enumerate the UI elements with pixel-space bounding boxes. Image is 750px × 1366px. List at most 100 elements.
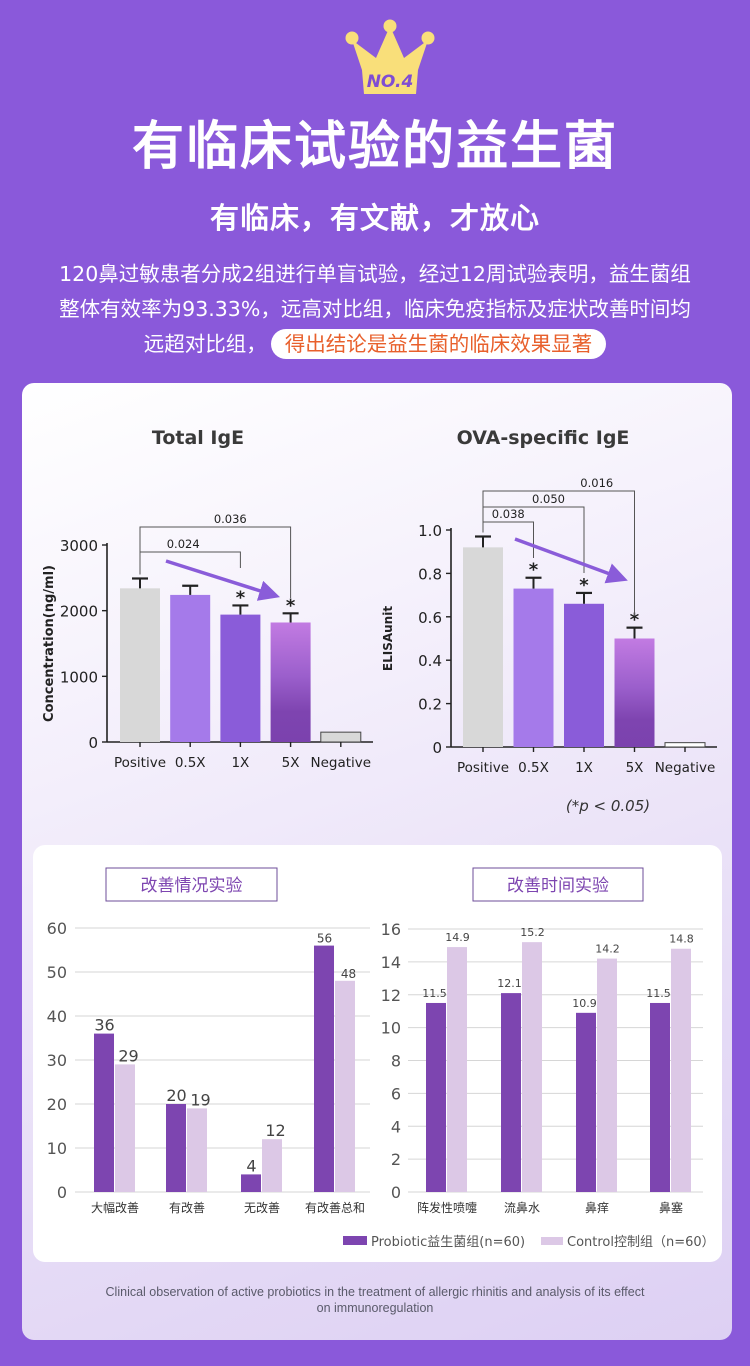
bar-probiotic (501, 993, 521, 1192)
bar-Negative (320, 731, 362, 743)
source-citation-line-1: Clinical observation of active probiotic… (105, 1285, 645, 1299)
y-tick-label: 10 (381, 1019, 401, 1038)
x-tick-label: 1X (575, 760, 593, 776)
chart-title-box (472, 867, 644, 902)
data-label: 14.9 (445, 931, 470, 944)
crown-badge-icon: NO.4 (345, 19, 435, 94)
page-title: 有临床试验的益生菌 (131, 117, 618, 177)
x-tick-label: 0.5X (518, 760, 549, 776)
chart-title: 改善时间实验 (507, 876, 609, 896)
bar-probiotic (241, 1174, 261, 1192)
crown-jewel-left (345, 31, 359, 45)
conclusion-highlight: 得出结论是益生菌的临床效果显著 (270, 329, 607, 359)
data-label: 12 (265, 1121, 285, 1140)
p-value-label: 0.024 (167, 537, 200, 551)
bar-probiotic (426, 1002, 446, 1192)
x-tick-label: Negative (311, 755, 372, 771)
x-tick-label: Negative (655, 760, 716, 776)
y-tick-label: 14 (381, 953, 401, 972)
bar-Positive (463, 547, 503, 747)
x-tick-label: 有改善总和 (305, 1200, 365, 1215)
y-tick-label: 0.2 (418, 696, 442, 714)
x-tick-label: 5X (282, 755, 300, 771)
bar-Negative (664, 742, 706, 748)
y-axis-label: Concentration(ng/ml) (42, 565, 57, 722)
x-tick-label: Positive (457, 760, 509, 776)
y-tick-label: 8 (391, 1052, 401, 1071)
significance-star-1X: * (579, 575, 589, 596)
bar-0.5X (170, 594, 211, 742)
page-subtitle: 有临床，有文献，才放心 (209, 201, 540, 235)
legend-swatch-probiotic (343, 1236, 367, 1245)
x-tick-label: Positive (114, 755, 166, 771)
bar-probiotic (166, 1104, 186, 1192)
trend-arrow-icon (165, 559, 281, 601)
y-tick-label: 0 (88, 734, 98, 752)
rank-badge-label: NO.4 (367, 72, 414, 92)
data-label: 11.5 (646, 987, 671, 1000)
ova-ige-chart: OVA-specific IgE ELISAunit 0 0.2 0.4 0.6 0.8 1.… (381, 427, 717, 815)
y-tick-label: 4 (391, 1117, 401, 1136)
bar-control (187, 1108, 207, 1192)
legend-label-probiotic: Probiotic益生菌组(n=60) (371, 1235, 525, 1250)
source-citation: Clinical observation of active probiotic… (60, 1284, 690, 1316)
data-label: 14.2 (595, 943, 620, 956)
intro-line-3: 远超对比组， 得出结论是益生菌的临床效果显著 (0, 327, 750, 361)
y-tick-label: 2 (391, 1150, 401, 1169)
y-axis-label: ELISAunit (381, 606, 395, 671)
chart-title: Total IgE (152, 427, 244, 449)
total-ige-chart: Total IgE Concentration(ng/ml) 0 1000 2000 30… (42, 427, 373, 771)
y-tick-label: 12 (381, 986, 401, 1005)
data-label: 10.9 (572, 997, 597, 1010)
chart-legend: Probiotic益生菌组(n=60) Control控制组（n=60） (343, 1235, 715, 1250)
significance-star-1X: * (236, 587, 246, 608)
x-tick-label: 阵发性喷嚏 (417, 1200, 477, 1215)
y-tick-label: 20 (47, 1095, 67, 1114)
bar-1X (220, 614, 261, 742)
data-label: 4 (246, 1156, 256, 1175)
bar-control (115, 1064, 135, 1192)
bar-probiotic (314, 945, 334, 1192)
y-tick-label: 0 (57, 1183, 67, 1202)
bar-control (262, 1139, 282, 1192)
p-value-label: 0.036 (214, 512, 247, 526)
bar-5X (270, 622, 311, 742)
significance-star-0.5X: * (529, 560, 539, 581)
data-label: 56 (317, 932, 332, 946)
bar-probiotic (94, 1033, 114, 1192)
crown-jewel-right (421, 31, 435, 45)
bar-control (671, 948, 691, 1192)
bar-Positive (120, 588, 160, 742)
improvement-time-chart: 改善时间实验 0 2 4 6 8 10 12 14 16 11.5 14.9 阵发性喷嚏 12.1 15.2… (381, 867, 703, 1215)
y-tick-label: 2000 (60, 603, 98, 621)
data-label: 14.8 (669, 933, 694, 946)
source-citation-line-2: on immunoregulation (316, 1301, 434, 1315)
significance-bracket (482, 490, 635, 616)
y-tick-label: 1.0 (418, 522, 442, 540)
y-tick-label: 10 (47, 1139, 67, 1158)
ige-charts: Total IgE Concentration(ng/ml) 0 1000 2000 30… (42, 427, 717, 815)
x-tick-label: 无改善 (244, 1200, 280, 1215)
bar-control (597, 958, 617, 1192)
significance-bracket (139, 551, 241, 575)
bar-1X (564, 603, 604, 747)
crown-jewel-center (383, 19, 397, 33)
x-tick-label: 大幅改善 (91, 1200, 139, 1215)
y-tick-label: 0.6 (418, 609, 442, 627)
legend-label-control: Control控制组（n=60） (567, 1235, 715, 1250)
intro-line-1: 120鼻过敏患者分成2组进行单盲试验，经过12周试验表明，益生菌组 (59, 262, 691, 286)
y-tick-label: 60 (47, 919, 67, 938)
data-label: 20 (166, 1086, 186, 1105)
y-tick-label: 40 (47, 1007, 67, 1026)
data-label: 48 (341, 967, 356, 981)
x-tick-label: 流鼻水 (504, 1200, 540, 1215)
y-tick-label: 50 (47, 963, 67, 982)
legend-swatch-control (541, 1237, 563, 1245)
significance-note: (*p < 0.05) (566, 797, 650, 815)
intro-line-2: 整体有效率为93.33%，远高对比组，临床免疫指标及症状改善时间均 (59, 297, 691, 321)
bar-control (522, 942, 542, 1192)
y-tick-label: 3000 (60, 537, 98, 555)
bar-5X (614, 638, 655, 747)
